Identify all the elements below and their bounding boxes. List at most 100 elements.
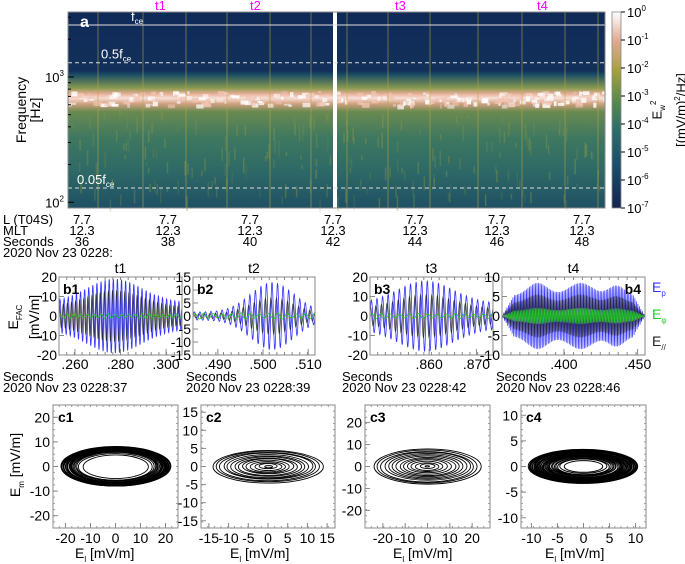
c2-ytick-label: 5 bbox=[190, 440, 198, 456]
band-speckle bbox=[151, 97, 155, 102]
c4-ytick-label: 0 bbox=[510, 459, 518, 475]
c1-ytick-label: 10 bbox=[34, 434, 50, 450]
low-freq-streak bbox=[396, 141, 399, 154]
band-speckle bbox=[145, 103, 150, 108]
low-freq-streak bbox=[211, 180, 213, 189]
band-speckle bbox=[112, 92, 115, 97]
low-freq-streak bbox=[326, 184, 328, 198]
b2-traces bbox=[193, 282, 315, 350]
b1-ytick-label: -10 bbox=[37, 328, 57, 344]
band-speckle bbox=[586, 97, 592, 101]
low-freq-streak bbox=[491, 141, 493, 153]
c1-trajectory-loop bbox=[71, 450, 159, 483]
c2-trajectory-loop bbox=[234, 456, 303, 477]
hodogram-ylabel: Em [mV/m] bbox=[4, 410, 28, 520]
c2-xlabel-sub: l bbox=[239, 554, 242, 564]
ytick-exp: 3 bbox=[60, 69, 65, 78]
waveform-legend: Ep Eφ E// bbox=[652, 280, 667, 361]
low-freq-streak bbox=[273, 127, 275, 141]
band-speckle bbox=[445, 101, 450, 105]
legend-e-perp-main: E bbox=[652, 279, 662, 295]
band-speckle bbox=[176, 91, 180, 95]
low-freq-streak bbox=[448, 155, 450, 164]
b4-seconds-label: Seconds bbox=[496, 369, 547, 384]
low-freq-streak bbox=[495, 164, 497, 174]
b4-date-label: 2020 Nov 23 0228:46 bbox=[496, 380, 621, 395]
info-column: 7.7 12.3 46 bbox=[477, 213, 517, 249]
low-freq-streak bbox=[413, 194, 415, 208]
band-speckle bbox=[87, 92, 91, 96]
waveform-ylabel-main: E bbox=[5, 320, 21, 330]
c3-trajectory-loop bbox=[384, 451, 472, 481]
low-freq-streak bbox=[545, 134, 548, 150]
band-speckle bbox=[458, 95, 466, 98]
band-speckle bbox=[444, 94, 449, 98]
hodogram-ylabel-main: E bbox=[7, 487, 23, 498]
info-value-mlt: 12.3 bbox=[484, 223, 510, 238]
info-value-l: 7.7 bbox=[240, 212, 260, 227]
band-speckle bbox=[316, 102, 325, 107]
time-marker-t3: t3 bbox=[395, 0, 406, 13]
band-speckle bbox=[506, 97, 513, 102]
b2-date-label: 2020 Nov 23 0228:39 bbox=[186, 380, 311, 395]
low-freq-streak bbox=[377, 137, 380, 148]
band-speckle bbox=[539, 92, 545, 98]
low-freq-streak bbox=[403, 170, 406, 180]
c1-xtick-label: -20 bbox=[55, 530, 75, 546]
panel-b4: 10 5 0 -5 -10 .400 .450 t4 b4 bbox=[480, 260, 652, 372]
band-speckle bbox=[100, 103, 108, 108]
c4-ytick-label: 10 bbox=[502, 407, 518, 423]
band-speckle bbox=[217, 91, 225, 96]
band-speckle bbox=[450, 95, 458, 98]
b2-xtick-label: .490 bbox=[204, 356, 231, 372]
band-speckle bbox=[318, 91, 321, 94]
band-speckle bbox=[447, 104, 455, 109]
band-speckle bbox=[571, 100, 575, 104]
low-freq-streak bbox=[214, 177, 216, 185]
band-speckle bbox=[89, 97, 95, 99]
band-speckle bbox=[527, 93, 536, 97]
band-speckle bbox=[403, 101, 411, 105]
c1-xlabel-units: [mV/m] bbox=[90, 545, 135, 561]
band-speckle bbox=[371, 100, 379, 104]
hodogram-ylabel-sub: m bbox=[16, 481, 26, 488]
colorbar-units-sup: 2 bbox=[672, 96, 682, 101]
low-freq-streak bbox=[349, 167, 352, 173]
low-freq-streak bbox=[352, 127, 354, 142]
low-freq-streak bbox=[294, 121, 296, 136]
b3-time-label: Seconds 2020 Nov 23 0228:42 bbox=[342, 370, 466, 394]
band-speckle bbox=[334, 98, 342, 103]
low-freq-streak bbox=[350, 159, 353, 167]
low-freq-streak bbox=[295, 186, 298, 198]
band-speckle bbox=[595, 95, 599, 99]
low-freq-streak bbox=[592, 153, 594, 160]
low-freq-streak bbox=[315, 169, 317, 179]
low-freq-streak bbox=[298, 126, 301, 142]
b3-ytick-label: -10 bbox=[348, 328, 368, 344]
low-freq-streak bbox=[129, 130, 131, 140]
low-freq-streak bbox=[484, 194, 487, 206]
b1-ytick-label: 20 bbox=[41, 269, 57, 285]
c4-xtick-label: -5 bbox=[551, 530, 564, 546]
b2-xtick-label: .510 bbox=[295, 356, 322, 372]
low-freq-streak bbox=[365, 137, 367, 144]
b4-ytick-label: 0 bbox=[492, 308, 500, 324]
cbar-tick-base: 10 bbox=[627, 173, 641, 188]
band-speckle bbox=[192, 98, 199, 103]
info-value-sec: 46 bbox=[489, 234, 505, 249]
low-freq-streak bbox=[419, 129, 421, 135]
panel-c1: 20 10 0 -10 -20 -20 -10 0 10 20 c1 bbox=[30, 404, 179, 546]
low-freq-streak bbox=[152, 147, 155, 158]
low-freq-streak bbox=[186, 196, 188, 211]
info-column: 7.7 12.3 40 bbox=[230, 212, 270, 248]
band-speckle bbox=[424, 91, 430, 95]
low-freq-streak bbox=[111, 179, 114, 187]
c2-xtick-label: -10 bbox=[218, 530, 238, 546]
guide-label-main: 0.5f bbox=[101, 47, 123, 62]
band-speckle bbox=[127, 103, 130, 108]
c4-xlabel-units: [mV/m] bbox=[560, 545, 605, 561]
b1-time-label: Seconds 2020 Nov 23 0228:37 bbox=[3, 370, 127, 394]
c2-trajectory-loop bbox=[212, 450, 324, 484]
c3-xtick-label: -20 bbox=[373, 530, 393, 546]
